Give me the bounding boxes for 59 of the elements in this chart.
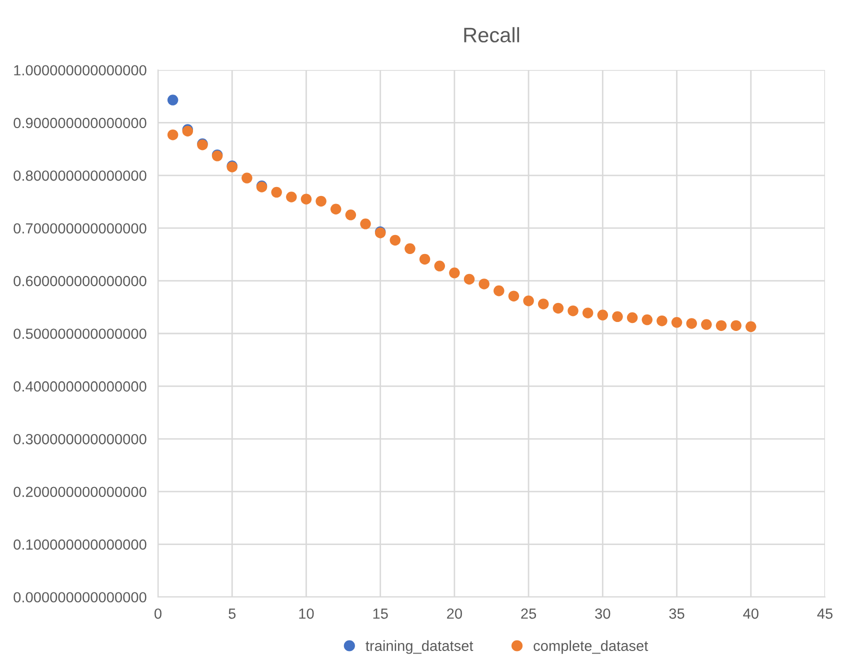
point	[612, 311, 623, 322]
x-tick-label: 10	[299, 608, 314, 619]
x-tick-label: 20	[447, 608, 462, 619]
point	[419, 254, 430, 265]
y-tick-label: 0.500000000000000	[14, 328, 146, 339]
point	[730, 320, 742, 331]
point	[568, 305, 578, 316]
point	[434, 260, 445, 272]
point	[523, 295, 534, 306]
point	[316, 196, 326, 207]
point	[286, 192, 297, 202]
point	[167, 94, 178, 106]
y-tick-label: 0.300000000000000	[14, 434, 146, 444]
y-tick-label: 0.800000000000000	[14, 170, 146, 181]
point	[671, 317, 682, 328]
x-tick-label: 40	[743, 608, 758, 619]
point	[360, 218, 371, 230]
point	[464, 274, 475, 285]
legend-label: training_datatset	[366, 640, 474, 654]
point	[167, 129, 178, 140]
point	[642, 314, 653, 326]
chart-title: Recall	[464, 27, 520, 42]
legend-label: complete_dataset	[534, 640, 648, 654]
point	[716, 320, 727, 331]
y-tick-label: 0.900000000000000	[14, 118, 146, 128]
point	[746, 321, 756, 332]
point	[626, 312, 638, 324]
x-tick-label: 5	[228, 608, 236, 619]
point	[242, 172, 252, 184]
x-tick-label: 30	[595, 608, 610, 619]
point	[271, 186, 282, 198]
point	[300, 194, 312, 204]
y-tick-label: 0.200000000000000	[14, 486, 146, 498]
x-tick-label: 35	[669, 608, 684, 619]
point	[597, 310, 608, 320]
y-tick-label: 0.600000000000000	[14, 276, 146, 286]
point	[478, 278, 490, 290]
point	[508, 290, 520, 302]
point	[404, 243, 416, 254]
point	[449, 268, 460, 278]
point	[538, 298, 549, 310]
point	[686, 318, 697, 329]
point	[390, 234, 401, 246]
point	[582, 308, 594, 318]
point	[552, 302, 564, 314]
point	[345, 210, 356, 220]
y-tick-label: 0.000000000000000	[14, 592, 146, 602]
x-tick-label: 45	[817, 608, 832, 619]
point	[330, 204, 342, 215]
point	[656, 315, 668, 326]
y-tick-label: 0.100000000000000	[14, 539, 146, 550]
y-tick-label: 0.700000000000000	[14, 223, 146, 234]
x-tick-label: 15	[373, 608, 388, 619]
point	[701, 319, 712, 330]
point	[494, 285, 504, 296]
y-tick-label: 1.000000000000000	[14, 65, 146, 76]
y-tick-label: 0.400000000000000	[14, 381, 146, 392]
x-tick-label: 25	[521, 608, 536, 619]
x-tick-label: 0	[154, 608, 162, 619]
